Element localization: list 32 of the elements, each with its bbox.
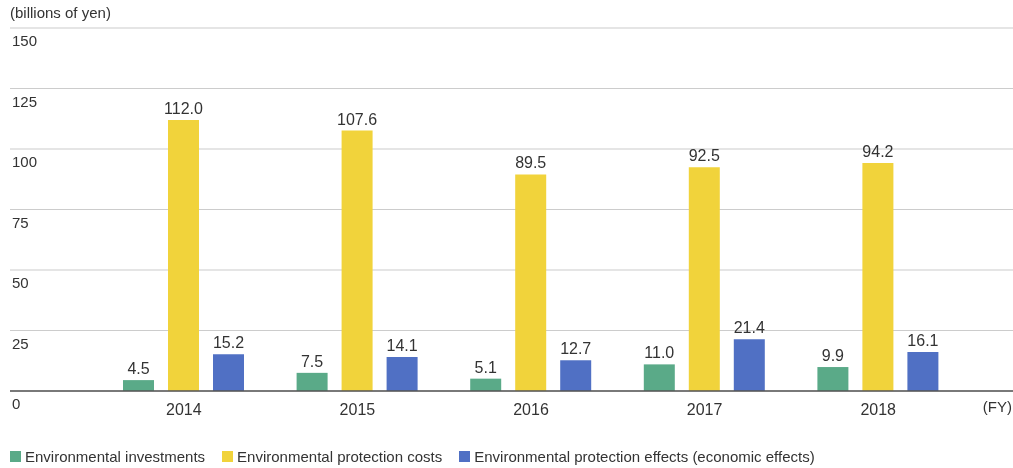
- data-label: 89.5: [515, 154, 547, 172]
- data-label: 7.5: [300, 352, 324, 370]
- data-label: 4.5: [127, 360, 150, 378]
- data-label: 21.4: [733, 319, 765, 337]
- data-label: 9.9: [821, 347, 845, 365]
- data-label: 15.2: [212, 334, 245, 352]
- data-label: 11.0: [644, 344, 675, 362]
- legend-label: Environmental protection effects (economic effects): [474, 448, 815, 465]
- y-tick-label: 0: [12, 395, 21, 412]
- y-tick-label: 75: [12, 213, 29, 231]
- x-tick-label: 2018: [860, 401, 897, 418]
- y-tick-label: 100: [12, 153, 38, 170]
- x-axis-title: (FY): [982, 398, 1012, 415]
- data-label: 5.1: [474, 358, 497, 376]
- legend-label: Environmental investments: [25, 448, 206, 465]
- x-tick-label: 2015: [339, 401, 376, 418]
- data-label: 94.2: [862, 143, 894, 161]
- y-tick-label: 150: [12, 32, 38, 49]
- data-label: 92.5: [688, 147, 720, 165]
- y-tick-label: 125: [12, 92, 38, 110]
- x-tick-label: 2016: [513, 401, 549, 418]
- x-tick-label: 2017: [686, 401, 723, 418]
- data-label: 112.0: [164, 99, 204, 117]
- y-tick-label: 50: [12, 274, 29, 291]
- data-label: 14.1: [386, 336, 418, 354]
- y-axis-title: (billions of yen): [10, 4, 111, 21]
- legend-label: Environmental protection costs: [237, 448, 443, 465]
- data-label: 16.1: [907, 332, 939, 350]
- x-tick-label: 2014: [166, 401, 202, 418]
- data-label: 12.7: [560, 340, 592, 358]
- data-label: 107.6: [337, 110, 378, 128]
- y-tick-label: 25: [12, 334, 29, 352]
